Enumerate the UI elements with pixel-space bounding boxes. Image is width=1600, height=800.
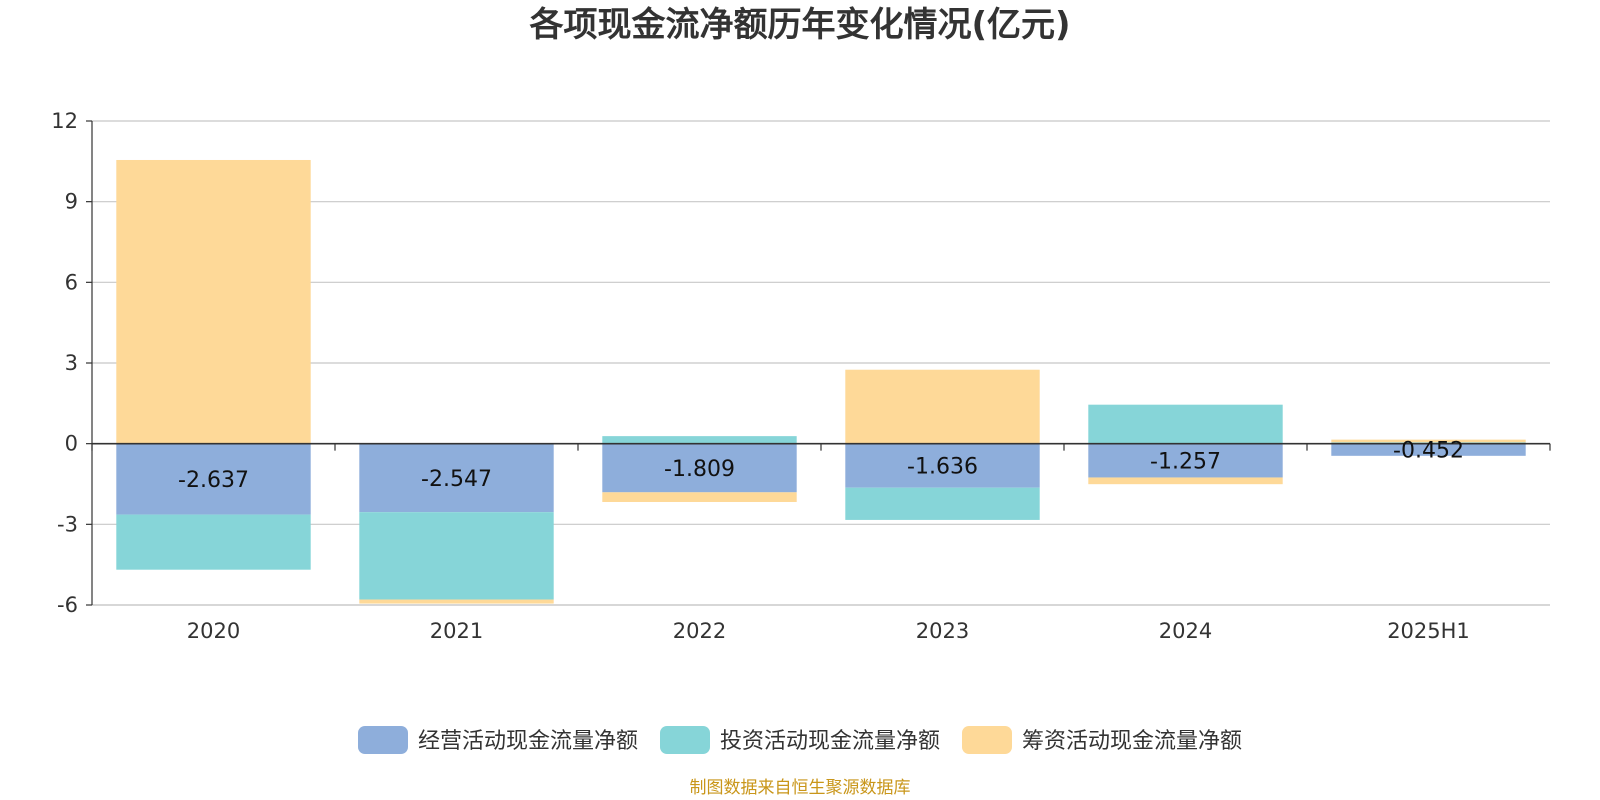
legend-item-1[interactable]: 经营活动现金流量净额 bbox=[358, 726, 638, 754]
legend-item-3[interactable]: 筹资活动现金流量净额 bbox=[962, 726, 1242, 754]
data-label-2021: -2.547 bbox=[421, 467, 492, 492]
data-label-2020: -2.637 bbox=[178, 468, 249, 493]
data-label-2022: -1.809 bbox=[664, 457, 735, 482]
bar-2022-series-2[interactable] bbox=[602, 436, 797, 444]
legend-item-2[interactable]: 投资活动现金流量净额 bbox=[660, 726, 940, 754]
source-note: 制图数据来自恒生聚源数据库 bbox=[690, 778, 911, 798]
x-tick-label: 2024 bbox=[1159, 619, 1212, 643]
bar-2024-series-2[interactable] bbox=[1088, 404, 1283, 444]
data-label-2023: -1.636 bbox=[907, 455, 978, 480]
bar-2020-series-2[interactable] bbox=[116, 514, 311, 570]
y-tick-label: -6 bbox=[57, 593, 78, 617]
x-tick-label: 2021 bbox=[430, 619, 483, 643]
bar-2021-series-1[interactable] bbox=[359, 443, 554, 513]
data-label-2024: -1.257 bbox=[1150, 450, 1221, 475]
y-tick-label: 9 bbox=[65, 190, 78, 214]
y-tick-label: 6 bbox=[65, 270, 78, 294]
y-tick-label: 3 bbox=[65, 351, 78, 375]
bar-2024-series-3[interactable] bbox=[1088, 477, 1283, 485]
bar-2021-series-3[interactable] bbox=[359, 599, 554, 604]
bar-2025H1-series-3[interactable] bbox=[1331, 439, 1526, 443]
bar-2020-series-3[interactable] bbox=[116, 159, 311, 444]
y-tick-label: -3 bbox=[57, 512, 78, 536]
legend-label: 经营活动现金流量净额 bbox=[418, 729, 638, 754]
data-label-2025H1: -0.452 bbox=[1393, 439, 1464, 464]
axis-layer: -6 -3 0 3 6 9 12 2020 2021 2022 2023 2024 2025H1 bbox=[51, 109, 1551, 643]
bar-2025H1-series-1[interactable] bbox=[1331, 443, 1526, 456]
legend-label: 投资活动现金流量净额 bbox=[720, 729, 940, 754]
x-tick-label: 2025H1 bbox=[1387, 619, 1470, 643]
y-tick-label: 12 bbox=[51, 109, 78, 133]
chart-title: 各项现金流净额历年变化情况(亿元) bbox=[529, 5, 1070, 45]
bar-2023-series-3[interactable] bbox=[845, 369, 1040, 444]
legend-swatch bbox=[962, 726, 1012, 754]
grid-layer bbox=[92, 120, 1550, 606]
legend-swatch bbox=[660, 726, 710, 754]
legend: 经营活动现金流量净额 投资活动现金流量净额 筹资活动现金流量净额 bbox=[358, 726, 1242, 754]
bar-2020-series-1[interactable] bbox=[116, 443, 311, 515]
legend-label: 筹资活动现金流量净额 bbox=[1022, 729, 1242, 754]
x-tick-label: 2020 bbox=[187, 619, 240, 643]
data-label-layer: -2.637 -2.547 -1.809 -1.636 -1.257 -0.452 bbox=[178, 439, 1464, 493]
x-tick-label: 2023 bbox=[916, 619, 969, 643]
x-tick-label: 2022 bbox=[673, 619, 726, 643]
bar-layer bbox=[116, 159, 1526, 604]
legend-swatch bbox=[358, 726, 408, 754]
bar-2024-series-1[interactable] bbox=[1088, 443, 1283, 478]
bar-2022-series-1[interactable] bbox=[602, 443, 797, 493]
bar-2023-series-1[interactable] bbox=[845, 443, 1040, 488]
bar-2023-series-2[interactable] bbox=[845, 487, 1040, 520]
bar-2021-series-2[interactable] bbox=[359, 512, 554, 600]
y-tick-label: 0 bbox=[65, 432, 78, 456]
bar-2022-series-3[interactable] bbox=[602, 492, 797, 502]
